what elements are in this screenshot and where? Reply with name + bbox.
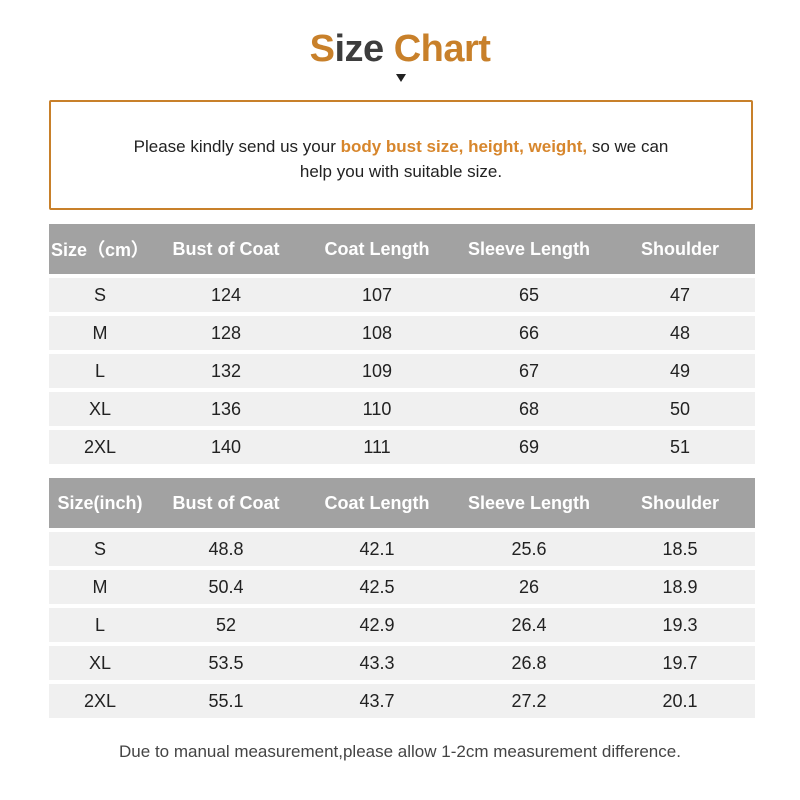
header-bust: Bust of Coat (151, 478, 301, 528)
cell-size: L (49, 354, 151, 388)
cell-bust: 52 (151, 608, 301, 642)
table-row: M 50.4 42.5 26 18.9 (49, 570, 755, 604)
cell-bust: 140 (151, 430, 301, 464)
header-coat-length: Coat Length (301, 224, 453, 274)
notice-text: Please kindly send us your body bust siz… (51, 134, 751, 184)
cell-shoulder: 19.3 (605, 608, 755, 642)
cell-size: L (49, 608, 151, 642)
table-row: XL 53.5 43.3 26.8 19.7 (49, 646, 755, 680)
table-row: L 132 109 67 49 (49, 354, 755, 388)
notice-before: Please kindly send us your (133, 137, 341, 156)
cell-sleeve-length: 26.4 (453, 608, 605, 642)
cell-size: M (49, 570, 151, 604)
title-first-letter: S (309, 28, 335, 70)
cell-coat-length: 109 (301, 354, 453, 388)
cell-coat-length: 42.5 (301, 570, 453, 604)
cell-sleeve-length: 68 (453, 392, 605, 426)
cell-size: S (49, 532, 151, 566)
cell-sleeve-length: 66 (453, 316, 605, 350)
cell-sleeve-length: 65 (453, 278, 605, 312)
cell-bust: 53.5 (151, 646, 301, 680)
table-row: S 124 107 65 47 (49, 278, 755, 312)
title-rest: ize (334, 28, 394, 70)
header-shoulder: Shoulder (605, 224, 755, 274)
cell-bust: 55.1 (151, 684, 301, 718)
notice-line2: help you with suitable size. (299, 162, 503, 181)
cell-bust: 124 (151, 278, 301, 312)
cell-sleeve-length: 26.8 (453, 646, 605, 680)
header-size: Size(inch) (49, 478, 151, 528)
header-shoulder: Shoulder (605, 478, 755, 528)
title-accent: Chart (393, 28, 491, 70)
cell-coat-length: 42.9 (301, 608, 453, 642)
table-row: 2XL 55.1 43.7 27.2 20.1 (49, 684, 755, 718)
header-size: Size（cm） (49, 224, 151, 274)
cell-coat-length: 111 (301, 430, 453, 464)
cell-shoulder: 50 (605, 392, 755, 426)
cell-shoulder: 47 (605, 278, 755, 312)
cell-shoulder: 49 (605, 354, 755, 388)
cell-sleeve-length: 69 (453, 430, 605, 464)
cell-bust: 128 (151, 316, 301, 350)
table-row: M 128 108 66 48 (49, 316, 755, 350)
page-title: Size Chart (0, 28, 800, 71)
size-table-inch: Size(inch) Bust of Coat Coat Length Slee… (49, 474, 755, 722)
cell-bust: 136 (151, 392, 301, 426)
cell-size: M (49, 316, 151, 350)
header-sleeve-length: Sleeve Length (453, 478, 605, 528)
cell-shoulder: 18.5 (605, 532, 755, 566)
cell-coat-length: 110 (301, 392, 453, 426)
cell-size: S (49, 278, 151, 312)
cell-size: XL (49, 646, 151, 680)
header-sleeve-length: Sleeve Length (453, 224, 605, 274)
cell-sleeve-length: 25.6 (453, 532, 605, 566)
cell-shoulder: 51 (605, 430, 755, 464)
cell-coat-length: 42.1 (301, 532, 453, 566)
cell-size: 2XL (49, 684, 151, 718)
cell-size: 2XL (49, 430, 151, 464)
header-coat-length: Coat Length (301, 478, 453, 528)
table-header-row: Size(inch) Bust of Coat Coat Length Slee… (49, 478, 755, 528)
cell-coat-length: 108 (301, 316, 453, 350)
cell-coat-length: 107 (301, 278, 453, 312)
table-header-row: Size（cm） Bust of Coat Coat Length Sleeve… (49, 224, 755, 274)
cell-size: XL (49, 392, 151, 426)
table-row: S 48.8 42.1 25.6 18.5 (49, 532, 755, 566)
notice-highlight: body bust size, height, weight, (340, 137, 588, 156)
notice-box: Please kindly send us your body bust siz… (49, 100, 753, 210)
cell-sleeve-length: 67 (453, 354, 605, 388)
cell-coat-length: 43.3 (301, 646, 453, 680)
cell-shoulder: 19.7 (605, 646, 755, 680)
notice-after: so we can (587, 137, 669, 156)
cell-shoulder: 18.9 (605, 570, 755, 604)
table-row: XL 136 110 68 50 (49, 392, 755, 426)
footer-note: Due to manual measurement,please allow 1… (119, 742, 681, 761)
header-bust: Bust of Coat (151, 224, 301, 274)
cell-coat-length: 43.7 (301, 684, 453, 718)
cell-bust: 50.4 (151, 570, 301, 604)
table-row: 2XL 140 111 69 51 (49, 430, 755, 464)
cell-sleeve-length: 26 (453, 570, 605, 604)
caret-down-icon (396, 74, 406, 82)
cell-bust: 132 (151, 354, 301, 388)
cell-shoulder: 20.1 (605, 684, 755, 718)
size-table-cm: Size（cm） Bust of Coat Coat Length Sleeve… (49, 220, 755, 468)
table-row: L 52 42.9 26.4 19.3 (49, 608, 755, 642)
cell-shoulder: 48 (605, 316, 755, 350)
cell-bust: 48.8 (151, 532, 301, 566)
cell-sleeve-length: 27.2 (453, 684, 605, 718)
